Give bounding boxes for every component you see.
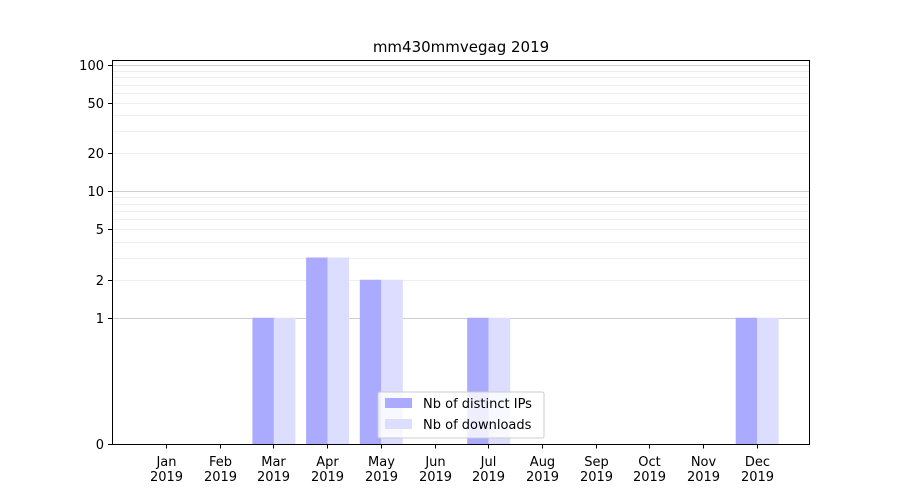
x-tick-label: Nov 2019	[687, 455, 720, 485]
y-tick-label: 20	[87, 147, 104, 162]
x-tick-label: Sep 2019	[580, 455, 613, 485]
bar-distinct-ips	[359, 279, 382, 444]
bar-distinct-ips	[252, 317, 274, 444]
x-axis: Jan 2019 Feb 2019 Mar 2019 Apr 2019 May 2019 Jun 20…	[150, 444, 774, 485]
legend: Nb of distinct IPs Nb of downloads	[377, 391, 545, 439]
x-tick-label: Apr 2019	[311, 455, 344, 485]
plot-frame	[112, 60, 810, 445]
legend-label-downloads: Nb of downloads	[423, 418, 532, 433]
y-tick-label: 100	[79, 59, 104, 74]
y-tick-label: 2	[96, 274, 104, 289]
y-tick-label: 50	[87, 97, 104, 112]
bar-distinct-ips	[735, 317, 758, 444]
x-tick-label: Jul 2019	[472, 455, 505, 485]
x-tick-label: Oct 2019	[633, 455, 666, 485]
bar-downloads	[757, 317, 779, 444]
bar-downloads	[273, 317, 296, 444]
x-tick-label: Jan 2019	[150, 455, 183, 485]
y-tick-label: 10	[87, 185, 104, 200]
y-axis: 0 1 2 5 10 20 50 100	[79, 59, 112, 453]
x-tick-label: Aug 2019	[526, 455, 559, 485]
y-tick-label: 5	[96, 223, 104, 238]
x-tick-label: Mar 2019	[257, 455, 290, 485]
legend-box	[377, 391, 545, 439]
bar-distinct-ips	[306, 257, 328, 444]
y-tick-label: 0	[96, 438, 104, 453]
bar-downloads	[327, 257, 350, 444]
y-tick-label: 1	[96, 312, 104, 327]
legend-swatch-distinct-ips	[385, 398, 412, 408]
x-tick-label: May 2019	[365, 455, 398, 485]
x-tick-label: Dec 2019	[741, 455, 774, 485]
x-tick-label: Feb 2019	[204, 455, 237, 485]
chart-title: mm430mmvegag 2019	[373, 38, 549, 56]
legend-label-distinct-ips: Nb of distinct IPs	[423, 397, 532, 412]
grid-lines	[112, 65, 809, 319]
x-tick-label: Jun 2019	[419, 455, 452, 485]
legend-swatch-downloads	[385, 419, 412, 429]
